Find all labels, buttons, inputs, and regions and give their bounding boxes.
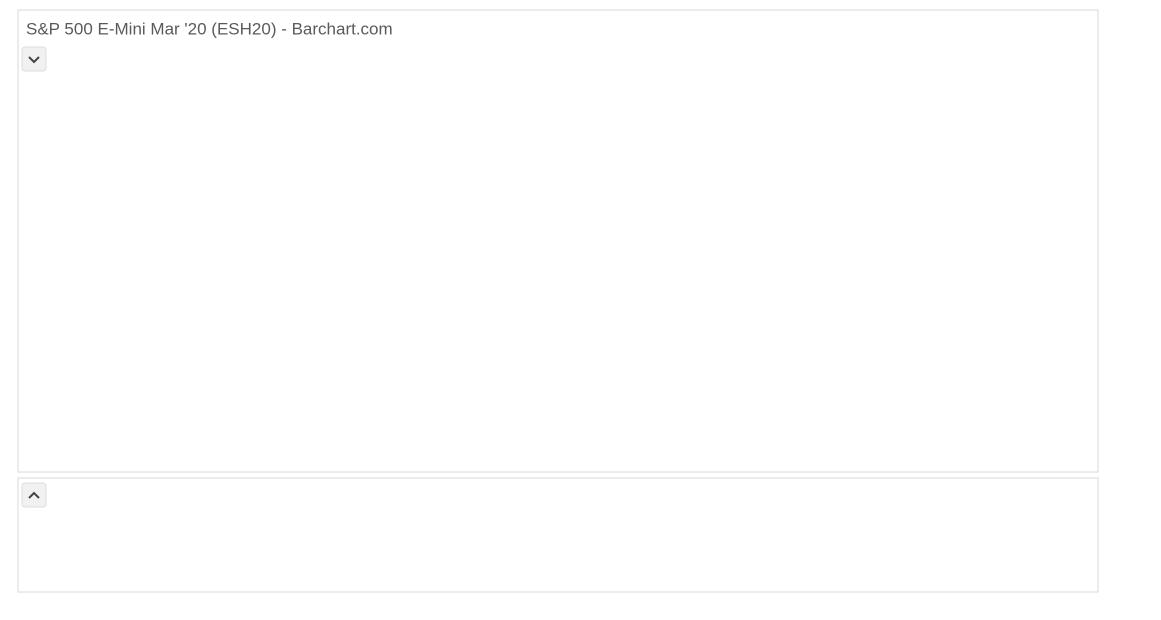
button-box[interactable]	[21, 46, 47, 72]
chart-title: S&P 500 E-Mini Mar '20 (ESH20) - Barchar…	[26, 19, 393, 38]
price-panel	[17, 9, 1099, 473]
expand-button[interactable]	[21, 482, 47, 508]
volume-panel	[17, 477, 1099, 593]
collapse-button[interactable]	[21, 46, 47, 72]
chevron-up	[28, 491, 40, 499]
chevron-down	[28, 56, 40, 64]
button-box[interactable]	[21, 482, 47, 508]
